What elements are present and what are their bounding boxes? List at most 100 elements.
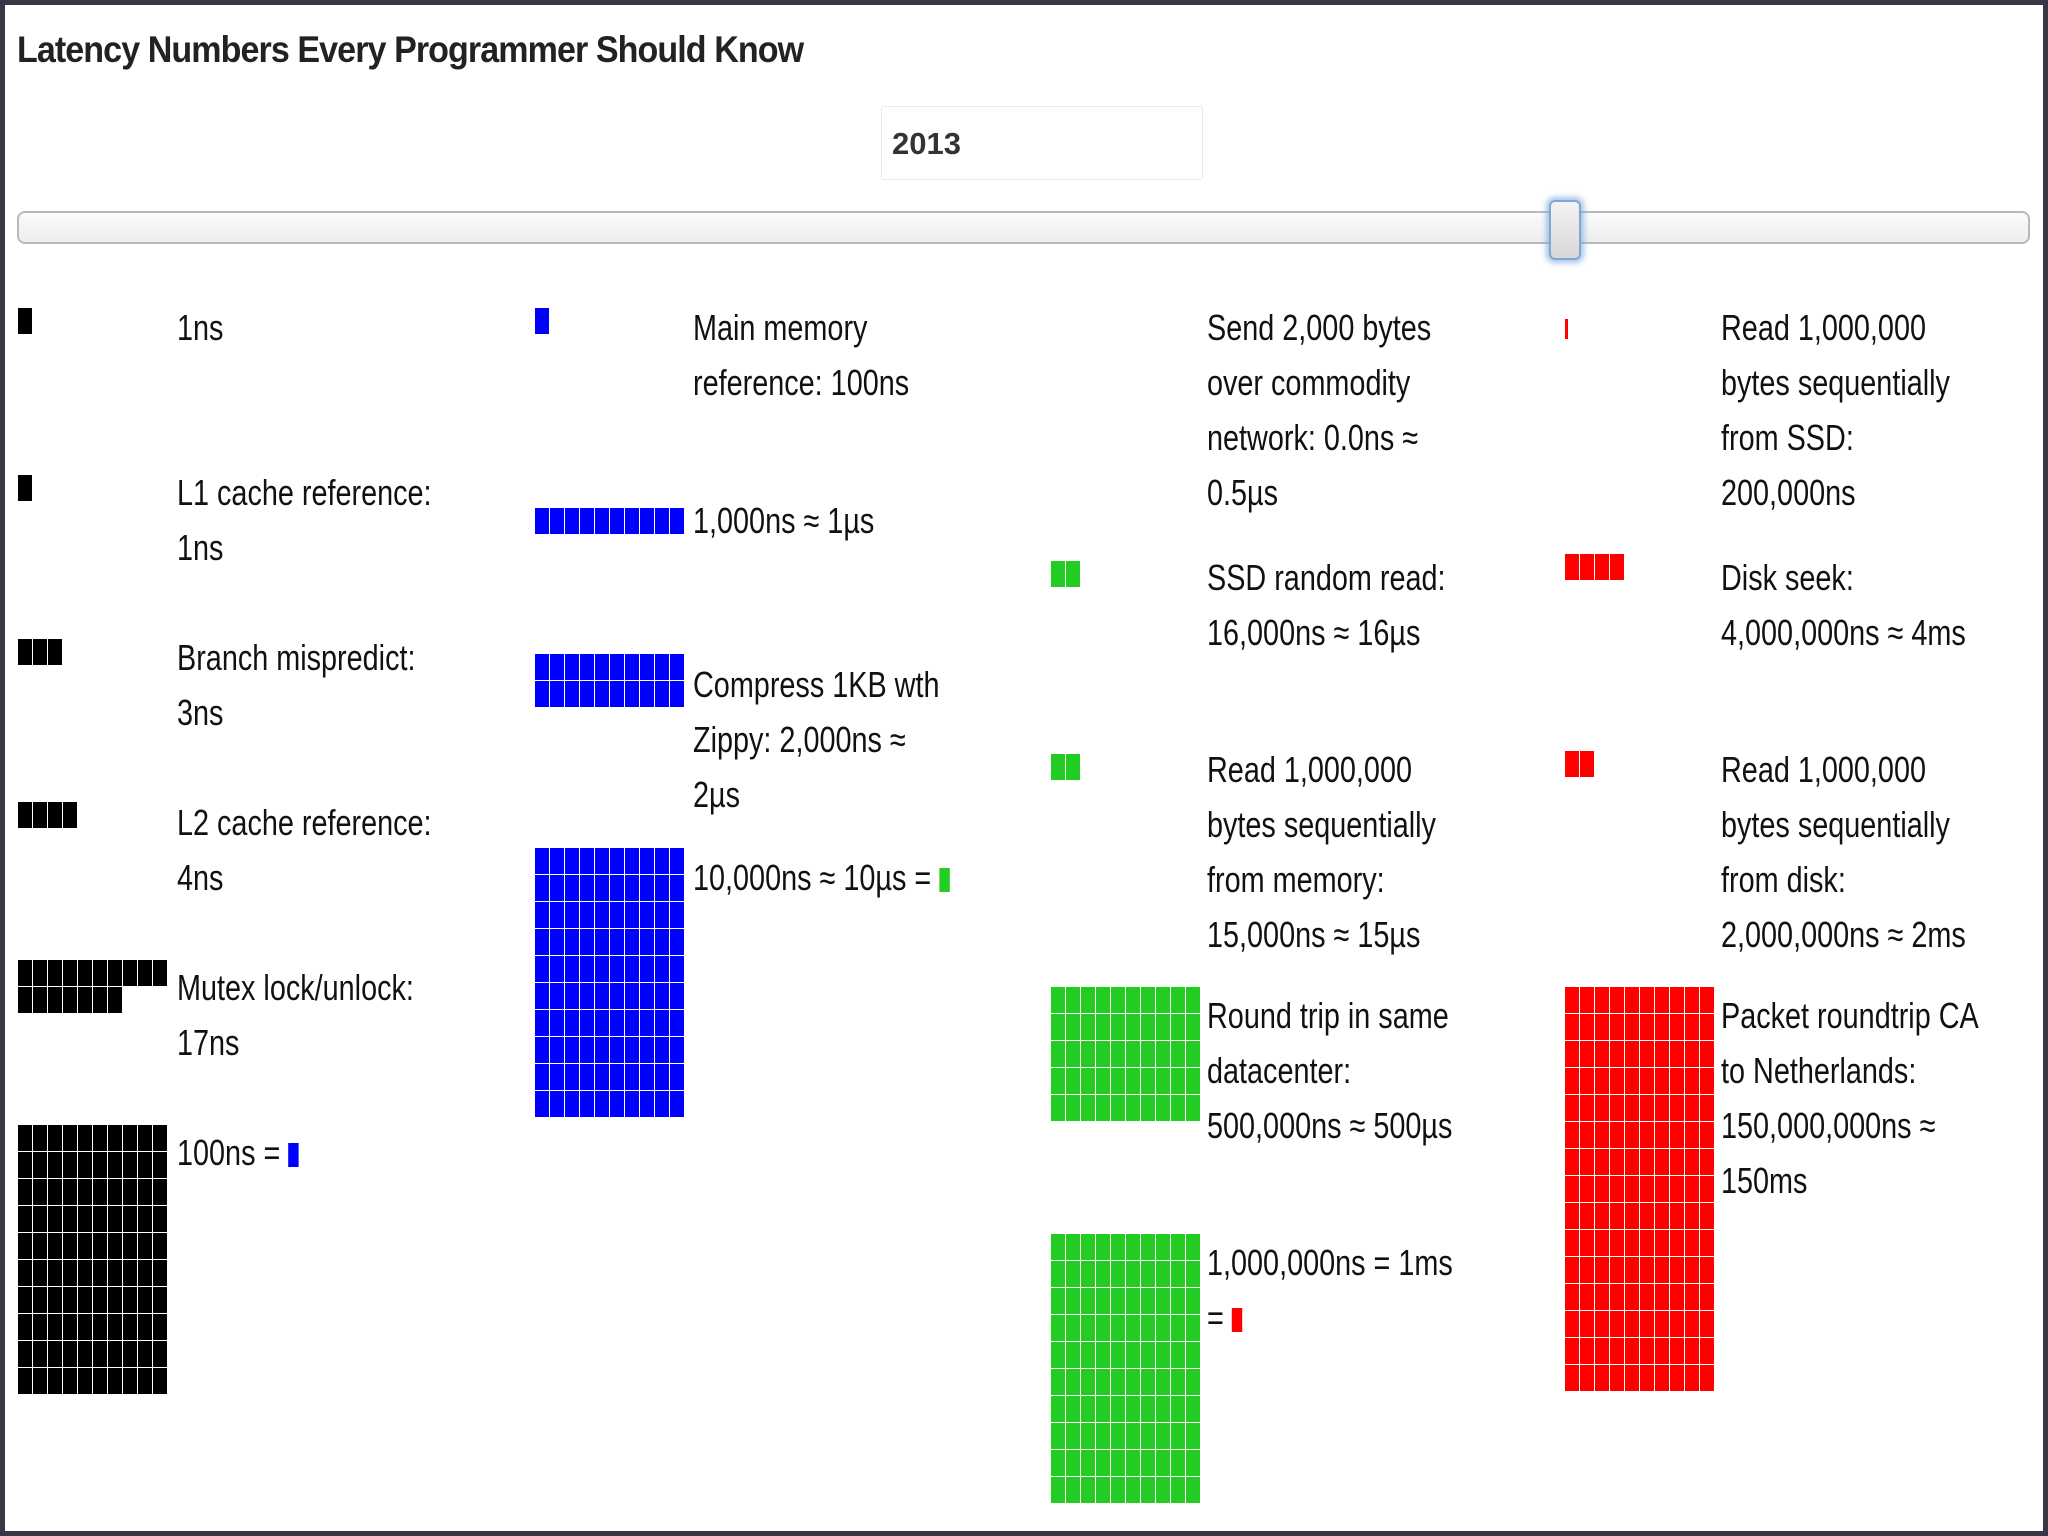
latency-square <box>610 1064 624 1090</box>
latency-square <box>550 848 564 874</box>
latency-square <box>1111 1288 1125 1314</box>
year-slider-track[interactable] <box>17 211 2030 244</box>
latency-square <box>48 1125 62 1151</box>
latency-square <box>1595 1338 1609 1364</box>
latency-square <box>1186 1369 1200 1395</box>
latency-square <box>1171 1095 1185 1121</box>
latency-square <box>18 639 32 665</box>
latency-square <box>1580 1230 1594 1256</box>
latency-square <box>610 1091 624 1117</box>
latency-square <box>1670 1230 1684 1256</box>
latency-square <box>640 654 654 680</box>
latency-square <box>1670 1257 1684 1283</box>
blocks-l1-cache <box>18 475 167 501</box>
latency-square <box>1051 1095 1065 1121</box>
latency-square <box>1595 1068 1609 1094</box>
latency-square <box>610 848 624 874</box>
latency-square <box>1670 1203 1684 1229</box>
latency-square <box>565 508 579 534</box>
latency-square <box>1171 1450 1185 1476</box>
latency-square <box>565 1064 579 1090</box>
latency-square <box>33 1314 47 1340</box>
latency-square <box>138 1152 152 1178</box>
latency-square <box>1640 1365 1654 1391</box>
latency-square <box>93 1368 107 1394</box>
latency-square <box>108 1125 122 1151</box>
latency-square <box>1156 1014 1170 1040</box>
label-main-memory: Main memory reference: 100ns <box>693 307 910 403</box>
latency-square <box>1126 1396 1140 1422</box>
latency-square <box>1111 1396 1125 1422</box>
latency-square <box>1610 1311 1624 1337</box>
latency-square <box>48 1260 62 1286</box>
latency-square <box>1126 1423 1140 1449</box>
latency-square <box>610 1010 624 1036</box>
latency-square <box>78 1260 92 1286</box>
latency-square <box>78 1179 92 1205</box>
latency-square <box>138 1125 152 1151</box>
latency-square <box>1610 1284 1624 1310</box>
latency-square <box>1655 1311 1669 1337</box>
latency-square <box>1111 1342 1125 1368</box>
latency-square <box>670 902 684 928</box>
latency-square <box>48 1233 62 1259</box>
latency-square <box>138 1287 152 1313</box>
latency-square <box>1610 1014 1624 1040</box>
latency-square <box>1685 1365 1699 1391</box>
latency-square <box>93 1179 107 1205</box>
latency-square <box>595 929 609 955</box>
latency-square <box>625 508 639 534</box>
latency-square <box>1580 1203 1594 1229</box>
latency-square <box>1700 1257 1714 1283</box>
latency-square <box>1051 1477 1065 1503</box>
latency-square <box>108 1179 122 1205</box>
latency-square <box>1580 1284 1594 1310</box>
latency-square <box>33 1125 47 1151</box>
latency-square <box>1141 1068 1155 1094</box>
latency-square <box>1141 987 1155 1013</box>
latency-square <box>1111 987 1125 1013</box>
latency-square <box>18 1233 32 1259</box>
latency-square <box>138 1260 152 1286</box>
latency-square <box>655 681 669 707</box>
latency-square <box>123 1314 137 1340</box>
latency-square <box>108 1206 122 1232</box>
latency-square <box>610 654 624 680</box>
year-field[interactable]: 2013 <box>881 106 1203 180</box>
latency-square <box>1066 1423 1080 1449</box>
latency-square <box>1610 1149 1624 1175</box>
year-slider-handle[interactable] <box>1548 200 1581 260</box>
latency-square <box>595 956 609 982</box>
label-100ns: 100ns = <box>177 1125 441 1180</box>
latency-square <box>93 960 107 986</box>
latency-square <box>1595 1041 1609 1067</box>
latency-square <box>63 1314 77 1340</box>
latency-square <box>580 848 594 874</box>
latency-square <box>670 848 684 874</box>
latency-square <box>1126 1014 1140 1040</box>
latency-square <box>123 1206 137 1232</box>
latency-square <box>1670 1365 1684 1391</box>
latency-square <box>1126 1450 1140 1476</box>
latency-square <box>1126 1342 1140 1368</box>
latency-square <box>1141 1342 1155 1368</box>
latency-square <box>1625 1257 1639 1283</box>
latency-square <box>670 929 684 955</box>
latency-square <box>655 983 669 1009</box>
latency-square <box>48 960 62 986</box>
latency-square <box>153 1125 167 1151</box>
latency-square <box>33 1152 47 1178</box>
latency-square <box>1156 1423 1170 1449</box>
latency-square <box>1595 554 1609 580</box>
latency-square <box>670 956 684 982</box>
blocks-branch-mispredict <box>18 639 167 665</box>
latency-square <box>1700 1122 1714 1148</box>
latency-square <box>1685 1311 1699 1337</box>
latency-square <box>63 1125 77 1151</box>
latency-square <box>1141 1288 1155 1314</box>
latency-square <box>1670 1284 1684 1310</box>
latency-square <box>1580 751 1594 777</box>
label-disk-seq: Read 1,000,000 bytes sequentially from d… <box>1721 749 1966 955</box>
latency-square <box>610 902 624 928</box>
latency-square <box>1685 1122 1699 1148</box>
